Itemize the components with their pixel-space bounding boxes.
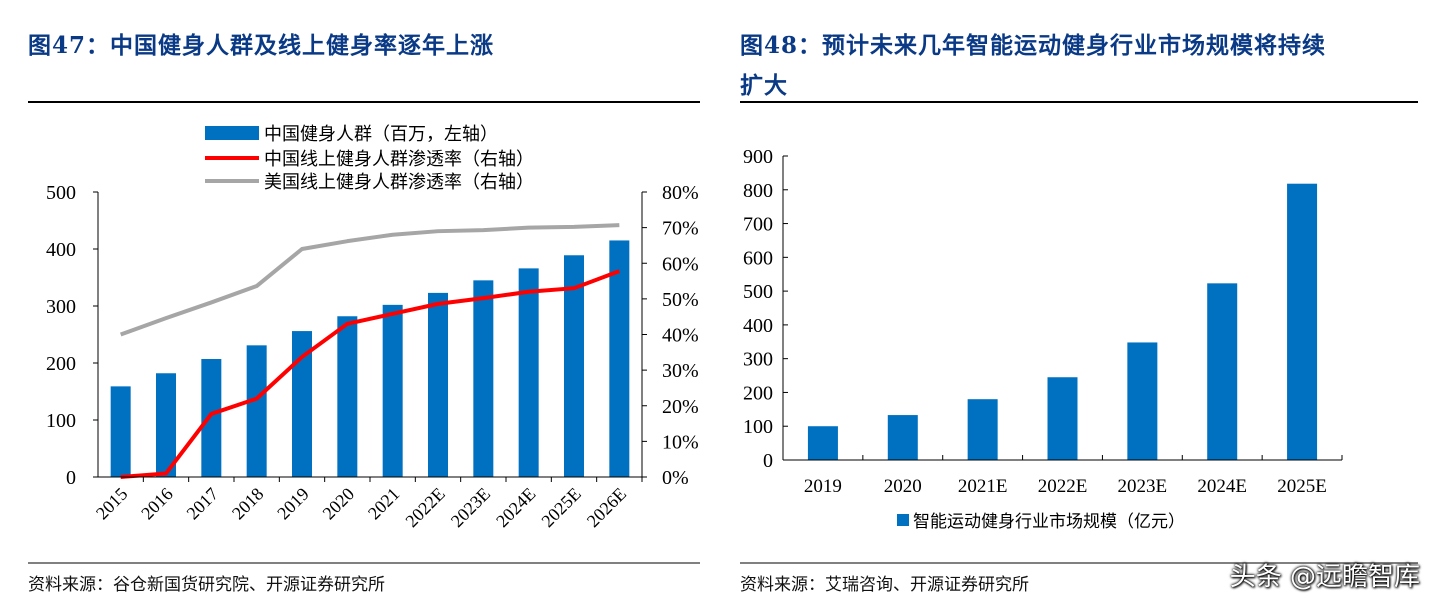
bar-2015 [110, 386, 131, 477]
right-tick-label: 50% [662, 289, 699, 311]
x-tick-label: 2023E [1118, 476, 1168, 497]
legend-label: 中国线上健身人群渗透率（右轴） [264, 149, 534, 170]
bar-2026E [609, 240, 630, 477]
y-tick-label: 900 [743, 146, 773, 168]
y-tick-label: 700 [743, 214, 773, 236]
legend-swatch [897, 514, 909, 526]
bar-2024E [1207, 283, 1238, 460]
right-tick-label: 60% [662, 253, 699, 275]
x-tick-label: 2021 [364, 484, 404, 524]
y-tick-label: 100 [743, 416, 773, 438]
legend-label: 美国线上健身人群渗透率（右轴） [264, 172, 534, 193]
x-tick-label: 2026E [583, 484, 630, 531]
left-tick-label: 0 [66, 467, 76, 489]
y-tick-label: 500 [743, 281, 773, 303]
y-tick-label: 600 [743, 247, 773, 269]
bar-2023E [1127, 342, 1158, 460]
right-tick-label: 0% [662, 467, 689, 489]
x-tick-label: 2020 [319, 484, 359, 524]
x-tick-label: 2019 [273, 484, 313, 524]
legend-swatch-bar [205, 126, 259, 140]
y-tick-label: 800 [743, 180, 773, 202]
x-tick-label: 2023E [447, 484, 494, 531]
left-tick-label: 100 [46, 410, 76, 432]
y-tick-label: 300 [743, 349, 773, 371]
left-source: 资料来源：谷仓新国货研究院、开源证券研究所 [28, 575, 385, 595]
bar-2025E [564, 255, 584, 477]
legend-label: 中国健身人群（百万，左轴） [264, 124, 498, 145]
bar-2022E [428, 292, 448, 477]
bar-2017 [201, 359, 222, 477]
legend-label: 智能运动健身行业市场规模（亿元） [913, 512, 1185, 532]
x-tick-label: 2017 [183, 484, 223, 524]
x-tick-label: 2015 [92, 484, 132, 524]
y-tick-label: 400 [743, 315, 773, 337]
left-chart-title: 图47：中国健身人群及线上健身率逐年上涨 [28, 32, 495, 59]
right-tick-label: 70% [662, 218, 699, 240]
left-tick-label: 300 [46, 296, 76, 318]
bar-2016 [156, 373, 176, 477]
x-tick-label: 2024E [1197, 476, 1247, 497]
bar-2020 [887, 415, 918, 460]
right-source: 资料来源：艾瑞咨询、开源证券研究所 [740, 575, 1029, 595]
bar-2019 [807, 426, 838, 460]
x-tick-label: 2022E [1038, 476, 1088, 497]
right-tick-label: 40% [662, 325, 699, 347]
right-chart: 0 100 200 300 400 500 600 700 800 900 2019 2020 2021… [743, 146, 1343, 532]
x-tick-label: 2024E [492, 484, 539, 531]
right-tick-label: 30% [662, 360, 699, 382]
x-tick-label: 2016 [137, 484, 177, 524]
bar-2024E [518, 268, 539, 477]
watermark: 头条 @远瞻智库 [1229, 562, 1420, 592]
left-tick-label: 500 [46, 182, 76, 204]
bar-2019 [292, 331, 312, 477]
bar-2021E [967, 399, 998, 460]
bar-2025E [1287, 183, 1318, 460]
x-tick-label: 2019 [804, 476, 842, 497]
bar-2023E [473, 280, 494, 477]
bar-2018 [246, 345, 267, 477]
y-tick-label: 200 [743, 382, 773, 404]
left-chart: 0 100 200 300 400 500 0% 10% 20% 30% 40% 50% 60% 70% 8… [46, 124, 699, 531]
right-chart-title-line2: 扩大 [740, 72, 788, 99]
bar-2021 [382, 304, 403, 477]
right-chart-title-line1: 图48：预计未来几年智能运动健身行业市场规模将持续 [740, 32, 1327, 59]
right-tick-label: 80% [662, 182, 699, 204]
x-tick-label: 2022E [401, 484, 448, 531]
x-tick-label: 2020 [884, 476, 922, 497]
right-tick-label: 10% [662, 431, 699, 453]
x-tick-label: 2021E [958, 476, 1008, 497]
left-tick-label: 400 [46, 239, 76, 261]
x-tick-label: 2025E [537, 484, 584, 531]
line-series-1 [120, 269, 621, 479]
right-tick-label: 20% [662, 396, 699, 418]
bar-2020 [337, 316, 358, 477]
y-tick-label: 0 [763, 450, 773, 472]
bar-2022E [1047, 377, 1078, 460]
x-tick-label: 2018 [228, 484, 268, 524]
line-series-2 [119, 223, 620, 337]
left-tick-label: 200 [46, 353, 76, 375]
x-tick-label: 2025E [1277, 476, 1327, 497]
